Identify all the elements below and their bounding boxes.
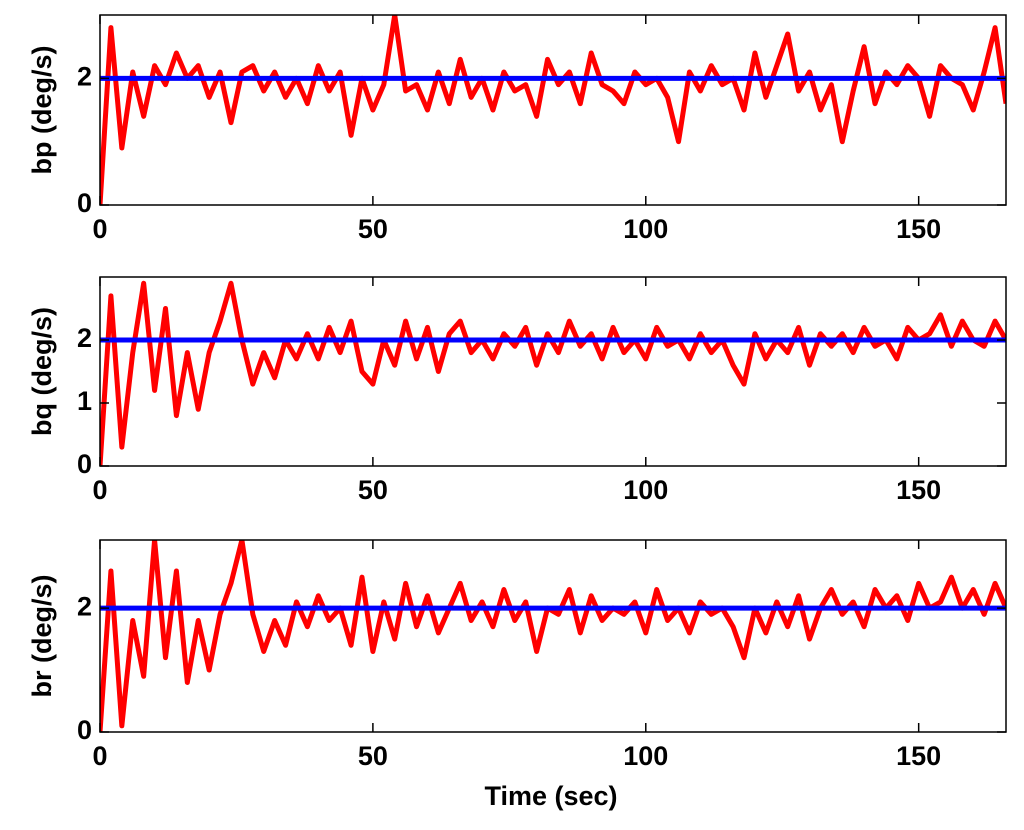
x-tick-label: 50 <box>358 741 388 771</box>
y-tick-label: 2 <box>77 323 92 353</box>
y-axis-label: bq (deg/s) <box>27 307 57 436</box>
x-tick-label: 50 <box>358 475 388 505</box>
data-line <box>100 15 1006 205</box>
x-tick-label: 0 <box>92 475 107 505</box>
data-line <box>100 540 1006 732</box>
x-tick-label: 150 <box>896 475 941 505</box>
y-tick-label: 2 <box>77 61 92 91</box>
y-axis-label: br (deg/s) <box>27 574 57 697</box>
x-tick-label: 0 <box>92 741 107 771</box>
data-line <box>100 280 1006 466</box>
subplot: 0 50 100 150 0 1 2 bq (deg/s) <box>27 276 1007 505</box>
x-tick-label: 0 <box>92 214 107 244</box>
x-tick-label: 150 <box>896 741 941 771</box>
y-tick-label: 0 <box>77 449 92 479</box>
axes-box <box>99 276 1007 467</box>
y-axis-label: bp (deg/s) <box>27 46 57 175</box>
subplot: 0 50 100 150 0 2 br (deg/s) Time (sec) <box>27 539 1007 811</box>
x-tick-label: 100 <box>623 741 668 771</box>
x-axis-label: Time (sec) <box>484 781 617 811</box>
subplot: 0 50 100 150 0 2 bp (deg/s) <box>27 14 1007 244</box>
x-tick-label: 100 <box>623 475 668 505</box>
x-tick-label: 50 <box>358 214 388 244</box>
y-tick-label: 1 <box>77 386 92 416</box>
x-tick-label: 150 <box>896 214 941 244</box>
axes-box <box>99 539 1007 733</box>
y-tick-label: 0 <box>77 188 92 218</box>
axes-box <box>99 14 1007 206</box>
y-tick-label: 0 <box>77 715 92 745</box>
y-tick-label: 2 <box>77 591 92 621</box>
x-tick-label: 100 <box>623 214 668 244</box>
